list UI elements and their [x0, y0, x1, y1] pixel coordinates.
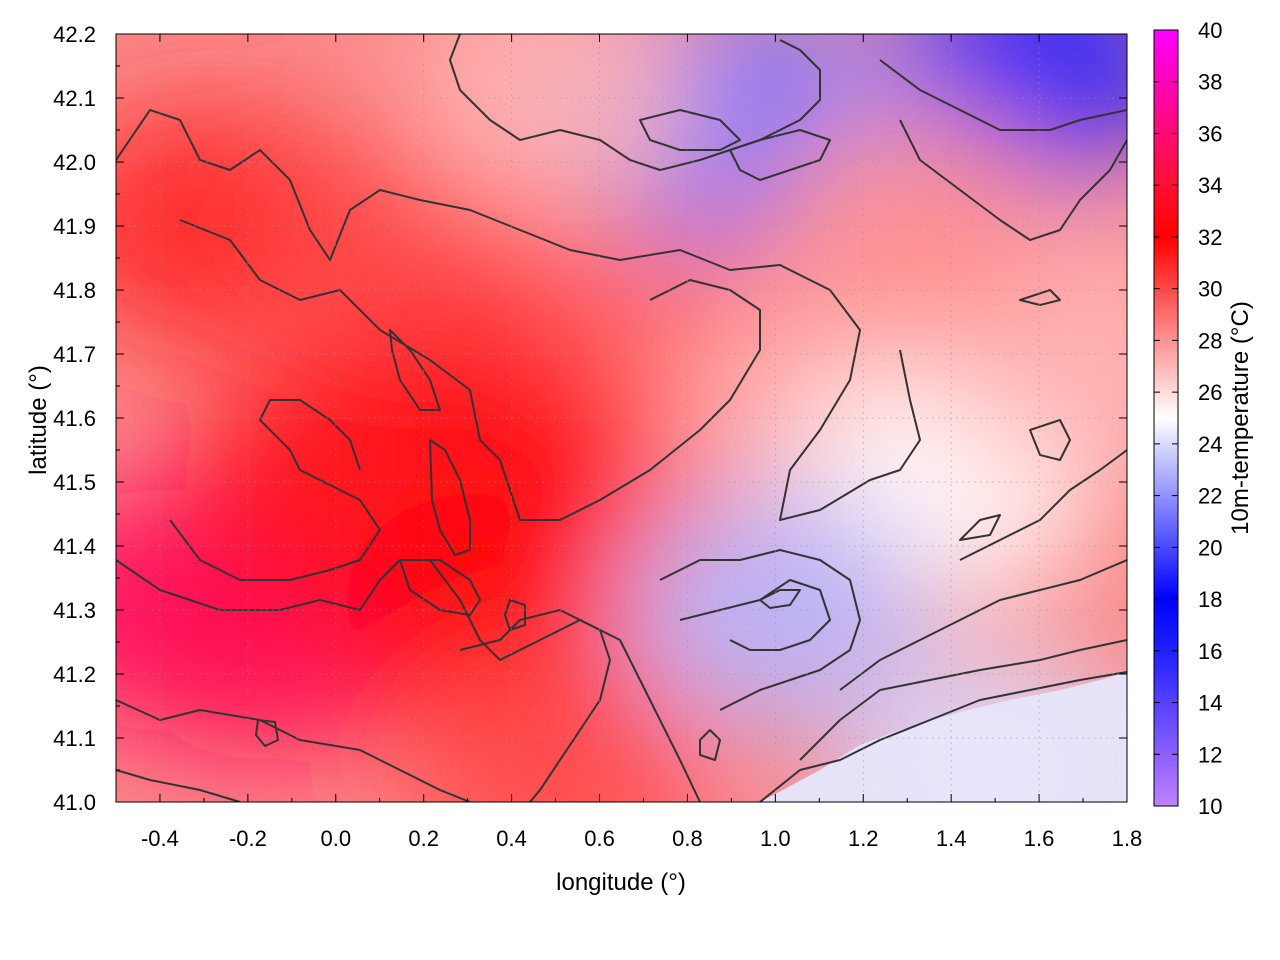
y-tick-label: 41.0	[53, 790, 96, 815]
contour-line	[116, 109, 921, 521]
colorbar-tick-label: 12	[1198, 742, 1222, 767]
x-tick-label: 1.2	[848, 826, 879, 851]
colorbar-tick-label: 14	[1198, 691, 1222, 716]
contour-line	[699, 729, 721, 761]
contour-line	[659, 549, 861, 711]
x-tick-label: 1.4	[936, 826, 967, 851]
x-tick-label: -0.4	[141, 826, 179, 851]
y-tick-label: 41.6	[53, 406, 96, 431]
colorbar-tick-label: 30	[1198, 277, 1222, 302]
contour-line	[429, 439, 471, 556]
colorbar-tick-label: 10	[1198, 794, 1222, 819]
colorbar-tick-label: 26	[1198, 380, 1222, 405]
y-tick-label: 41.1	[53, 726, 96, 751]
contour-line	[759, 671, 1127, 802]
y-tick-label: 41.5	[53, 470, 96, 495]
x-tick-label: 0.2	[408, 826, 439, 851]
x-axis: -0.4 -0.2 0.0 0.2 0.4 0.6 0.8 1.0 1.2 1.4 1.6 1.8	[141, 34, 1142, 851]
sea-area	[760, 672, 1127, 802]
contour-line	[169, 399, 381, 581]
contour-line	[899, 119, 1127, 241]
y-tick-label: 42.1	[53, 86, 96, 111]
contour-line	[1019, 289, 1061, 306]
y-tick-label: 42.2	[53, 22, 96, 47]
contour-line	[116, 769, 241, 802]
heatmap-region	[405, 34, 706, 218]
y-axis-label: latitude (°)	[25, 365, 52, 475]
x-tick-label: 0.4	[496, 826, 527, 851]
colorbar-tick-label: 34	[1198, 173, 1222, 198]
colorbar-tick-label: 18	[1198, 587, 1222, 612]
y-tick-label: 42.0	[53, 150, 96, 175]
x-axis-label: longitude (°)	[556, 869, 686, 896]
contour-line	[389, 329, 441, 411]
grid-lines	[116, 34, 1127, 802]
colorbar-tick-label: 20	[1198, 535, 1222, 560]
contour-line	[959, 514, 1001, 541]
x-tick-label: 0.0	[320, 826, 351, 851]
x-tick-label: 1.0	[760, 826, 791, 851]
heatmap-region	[405, 650, 706, 802]
colorbar-tick-label: 36	[1198, 121, 1222, 146]
colorbar	[1153, 29, 1179, 807]
x-tick-label: -0.2	[229, 826, 267, 851]
x-tick-label: 0.8	[672, 826, 703, 851]
y-tick-label: 41.4	[53, 534, 96, 559]
heatmap-field	[116, 34, 1127, 802]
colorbar-tick-label: 24	[1198, 432, 1222, 457]
y-tick-label: 41.7	[53, 342, 96, 367]
colorbar-tick-label: 28	[1198, 328, 1222, 353]
y-tick-label: 41.9	[53, 214, 96, 239]
y-axis: 41.0 41.1 41.2 41.3 41.4 41.5 41.6 41.7 41.8 41.9…	[53, 22, 1127, 815]
colorbar-ticks: 10 12 14 16 18 20 22 24 26 28 30 32 34 36 38 40	[1154, 18, 1222, 819]
y-tick-label: 41.3	[53, 598, 96, 623]
contour-line	[255, 719, 279, 747]
colorbar-tick-label: 22	[1198, 484, 1222, 509]
contour-line	[729, 129, 831, 181]
contour-line	[639, 109, 741, 151]
contour-line	[399, 559, 481, 616]
x-tick-label: 0.6	[584, 826, 615, 851]
contour-line	[504, 599, 526, 631]
colorbar-tick-label: 32	[1198, 225, 1222, 250]
y-tick-label: 41.2	[53, 662, 96, 687]
contour-line	[679, 579, 831, 651]
colorbar-tick-label: 40	[1198, 18, 1222, 43]
contour-line	[449, 34, 821, 171]
heatmap-regions	[116, 34, 1127, 802]
contour-line	[879, 59, 1127, 131]
contour-line	[799, 639, 1127, 761]
contour-line	[959, 449, 1127, 561]
contour-line	[1029, 419, 1071, 461]
contour-line	[179, 219, 761, 521]
colorbar-label: 10m-temperature (°C)	[1227, 301, 1254, 535]
colorbar-tick-label: 16	[1198, 639, 1222, 664]
y-tick-label: 41.8	[53, 278, 96, 303]
x-tick-label: 1.6	[1024, 826, 1055, 851]
x-tick-label: 1.8	[1112, 826, 1143, 851]
heatmap-region	[757, 106, 1058, 346]
colorbar-tick-label: 38	[1198, 70, 1222, 95]
contour-line	[459, 609, 611, 802]
contour-line	[759, 589, 801, 609]
contour-line	[116, 699, 471, 802]
